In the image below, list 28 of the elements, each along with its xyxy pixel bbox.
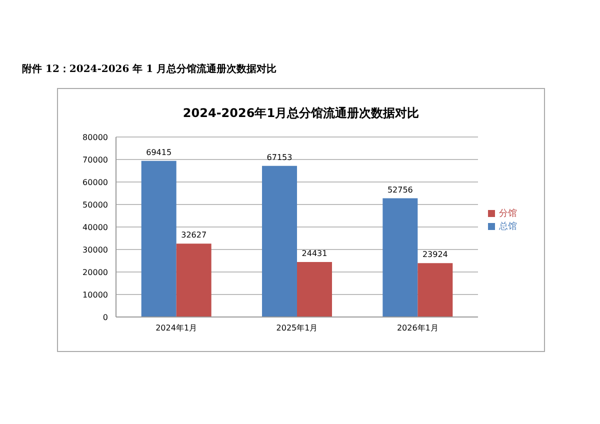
y-tick-label: 40000 — [82, 222, 108, 232]
y-tick-label: 80000 — [82, 132, 108, 142]
bar — [382, 198, 418, 317]
chart-title: 2024-2026年1月总分馆流通册次数据对比 — [182, 105, 420, 122]
y-tick-label: 30000 — [82, 245, 108, 254]
y-tick-label: 0 — [102, 312, 108, 322]
legend-label: 总馆 — [499, 222, 517, 232]
y-tick-label: 10000 — [82, 290, 108, 300]
y-tick-label: 70000 — [82, 155, 108, 164]
x-tick-label: 2026年1月 — [396, 324, 438, 333]
data-label: 32627 — [181, 230, 207, 240]
data-label: 69415 — [146, 148, 172, 157]
data-label: 52756 — [387, 185, 413, 194]
text: 附件 12：2024-2026 年 1 月总分馆流通册次数据对比 — [22, 62, 277, 76]
bar — [418, 263, 453, 317]
bar — [141, 160, 176, 317]
y-tick-label: 20000 — [82, 268, 108, 277]
y-tick-label: 50000 — [82, 200, 108, 210]
legend-label: 分馆 — [499, 209, 517, 219]
bar — [297, 262, 332, 317]
data-label: 67153 — [266, 152, 292, 162]
x-tick-label: 2024年1月 — [156, 324, 198, 333]
y-tick-label: 60000 — [82, 178, 108, 187]
data-label: 23924 — [422, 250, 448, 260]
bar — [176, 244, 212, 317]
data-label: 24431 — [302, 249, 328, 258]
bar — [262, 166, 298, 317]
x-tick-label: 2025年1月 — [276, 324, 318, 333]
